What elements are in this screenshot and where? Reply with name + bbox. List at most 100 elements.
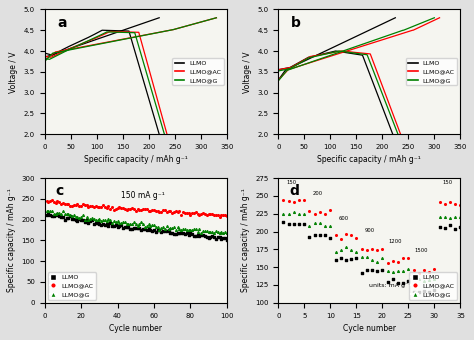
Point — [179, 226, 187, 231]
Point — [55, 214, 63, 219]
Point — [112, 222, 119, 227]
Point — [77, 204, 85, 209]
Point — [198, 211, 205, 217]
Point — [146, 224, 154, 229]
Point — [73, 219, 81, 224]
Point — [88, 215, 96, 220]
Point — [110, 223, 118, 228]
Point — [441, 225, 448, 231]
Point — [311, 232, 319, 237]
Point — [136, 207, 143, 212]
Point — [70, 213, 78, 218]
Point — [97, 218, 105, 223]
Point — [404, 255, 412, 261]
Point — [358, 246, 365, 252]
Point — [353, 235, 360, 240]
Point — [81, 219, 89, 225]
Point — [99, 202, 107, 207]
Point — [72, 217, 80, 222]
Point — [159, 208, 167, 213]
Point — [337, 237, 345, 242]
Point — [152, 229, 160, 234]
Point — [165, 227, 173, 233]
Point — [79, 217, 87, 223]
Point — [70, 202, 78, 208]
Point — [94, 218, 101, 223]
Point — [306, 208, 313, 214]
Point — [165, 226, 173, 232]
Point — [92, 203, 100, 208]
Point — [174, 209, 182, 215]
Point — [172, 208, 180, 213]
Point — [218, 212, 225, 218]
Point — [290, 199, 298, 205]
Point — [64, 201, 72, 206]
Point — [446, 215, 454, 220]
Point — [306, 234, 313, 240]
Point — [121, 219, 128, 225]
Point — [90, 216, 98, 222]
Point — [79, 212, 87, 218]
Point — [86, 204, 94, 209]
Point — [139, 226, 147, 232]
Point — [306, 223, 313, 228]
Point — [198, 230, 205, 236]
Point — [66, 214, 74, 219]
Point — [187, 229, 194, 235]
Point — [123, 222, 130, 227]
Point — [170, 231, 178, 236]
Point — [176, 230, 183, 236]
Point — [116, 220, 123, 226]
Point — [192, 234, 200, 239]
Point — [200, 210, 207, 216]
Point — [404, 266, 412, 271]
Point — [166, 230, 174, 235]
Point — [50, 200, 58, 205]
Point — [139, 206, 147, 212]
Point — [216, 235, 223, 240]
Point — [181, 226, 189, 232]
Point — [332, 232, 339, 238]
Point — [394, 268, 402, 274]
Point — [311, 221, 319, 226]
Point — [194, 229, 201, 235]
Point — [205, 211, 212, 217]
Point — [123, 207, 130, 213]
Point — [94, 220, 101, 226]
Point — [155, 227, 163, 233]
Text: 200: 200 — [312, 191, 322, 196]
Text: 1500: 1500 — [415, 248, 428, 253]
Point — [379, 247, 386, 252]
Point — [295, 198, 303, 203]
Point — [105, 216, 112, 221]
Point — [192, 209, 200, 215]
Point — [43, 212, 50, 217]
Point — [201, 234, 209, 239]
Point — [61, 217, 69, 222]
Point — [223, 230, 231, 235]
Point — [148, 229, 156, 234]
Point — [114, 205, 121, 210]
Point — [127, 221, 134, 227]
Point — [190, 233, 198, 239]
Point — [219, 235, 227, 240]
Point — [92, 218, 100, 223]
Point — [50, 213, 58, 218]
X-axis label: Cycle number: Cycle number — [109, 324, 162, 333]
Point — [194, 211, 201, 217]
Point — [132, 221, 139, 226]
Point — [128, 205, 136, 211]
Point — [141, 226, 149, 232]
Point — [73, 214, 81, 220]
Text: 600: 600 — [338, 216, 348, 221]
Point — [119, 206, 127, 211]
Point — [203, 235, 210, 240]
Point — [154, 227, 162, 233]
Point — [66, 212, 74, 218]
Point — [54, 198, 61, 204]
Point — [210, 234, 218, 240]
Point — [368, 246, 376, 252]
Point — [177, 231, 185, 236]
Point — [145, 225, 152, 231]
Point — [363, 255, 371, 260]
